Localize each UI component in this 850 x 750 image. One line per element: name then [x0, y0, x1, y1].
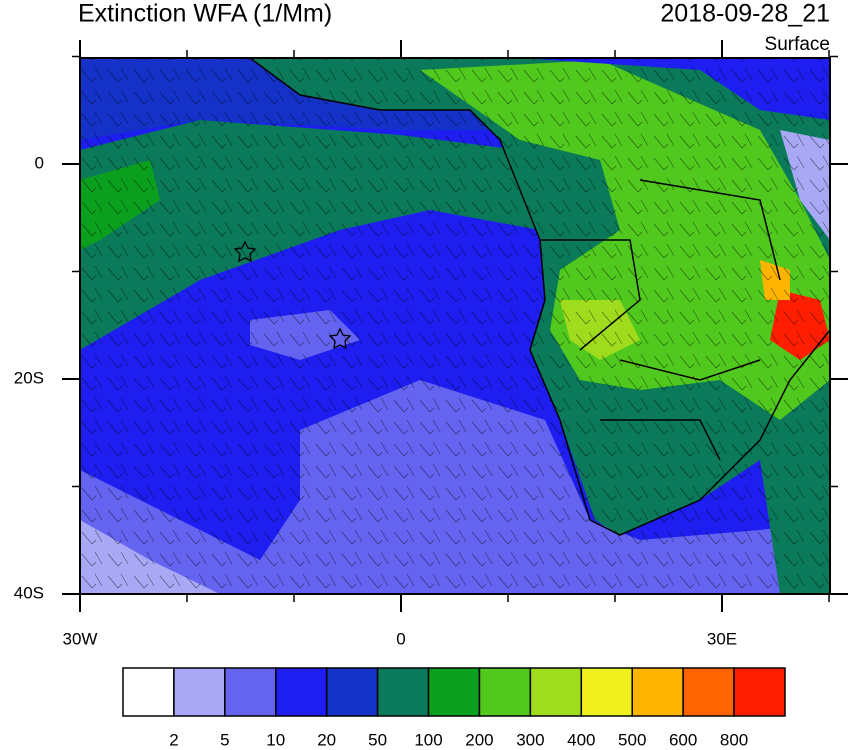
colorbar-box [682, 667, 735, 717]
colorbar-box [733, 667, 786, 717]
colorbar-label: 2 [169, 730, 178, 749]
valid-time: 2018-09-28_21 [660, 0, 830, 28]
colorbar-label: 600 [669, 730, 697, 749]
colorbar-box [224, 667, 277, 717]
colorbar-box [376, 667, 430, 717]
lat-tick-label: 20S [14, 368, 44, 387]
colorbar-box [122, 667, 175, 717]
colorbar-box [529, 667, 583, 717]
colorbar-box [427, 667, 481, 717]
colorbar-box [580, 667, 633, 717]
lon-tick-label: 30W [63, 629, 98, 648]
level-label: Surface [765, 34, 830, 55]
colorbar-box [631, 667, 684, 717]
lon-tick-label: 0 [396, 629, 405, 648]
colorbar-box [275, 667, 328, 717]
title: Extinction WFA (1/Mm) [78, 0, 332, 28]
map-field [80, 58, 830, 594]
colorbar-label: 20 [317, 730, 336, 749]
lon-tick-label: 30E [707, 629, 737, 648]
colorbar-label: 800 [720, 730, 748, 749]
colorbar-box [325, 667, 379, 717]
colorbar-label: 10 [266, 730, 285, 749]
colorbar-label: 50 [368, 730, 387, 749]
lat-tick-label: 40S [14, 583, 44, 602]
colorbar-label: 200 [465, 730, 493, 749]
colorbar-box [173, 667, 226, 717]
plot-frame [79, 57, 831, 595]
colorbar-label: 500 [618, 730, 646, 749]
colorbar-label: 100 [414, 730, 442, 749]
lat-tick-label: 0 [35, 153, 44, 172]
colorbar-label: 400 [567, 730, 595, 749]
colorbar-box [478, 667, 532, 717]
colorbar-label: 300 [516, 730, 544, 749]
colorbar-label: 5 [220, 730, 229, 749]
